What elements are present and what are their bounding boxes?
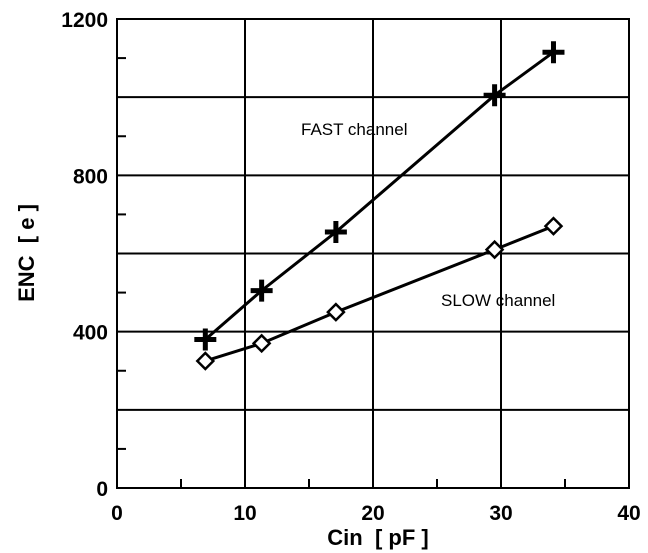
y-tick-label: 1200	[61, 9, 108, 32]
diamond-marker	[484, 239, 505, 260]
y-tick-label: 0	[96, 478, 108, 501]
series-label-fast: FAST channel	[301, 120, 407, 139]
x-tick-label: 20	[361, 502, 384, 525]
x-tick-label: 40	[617, 502, 640, 525]
plus-marker	[250, 279, 273, 302]
plus-marker	[194, 328, 217, 351]
x-axis-title: Cin [ pF ]	[327, 525, 428, 550]
diamond-marker	[195, 351, 216, 371]
axis-ticks	[117, 57, 566, 488]
y-tick-label: 400	[73, 322, 108, 345]
y-tick-label: 800	[73, 165, 108, 188]
y-axis-title: ENC [ e ]	[14, 204, 39, 302]
grid-lines	[117, 19, 629, 488]
x-tick-label: 30	[489, 502, 512, 525]
plot-frame	[116, 18, 630, 489]
plus-marker	[483, 84, 506, 107]
x-tick-label: 10	[233, 502, 256, 525]
plus-marker	[324, 221, 347, 244]
x-tick-label: 0	[111, 502, 123, 525]
series-label-slow: SLOW channel	[441, 291, 555, 310]
diamond-marker	[543, 216, 564, 236]
series-group	[194, 41, 565, 371]
diamond-marker	[326, 302, 346, 322]
plus-marker	[542, 41, 565, 64]
diamond-marker	[251, 333, 272, 354]
